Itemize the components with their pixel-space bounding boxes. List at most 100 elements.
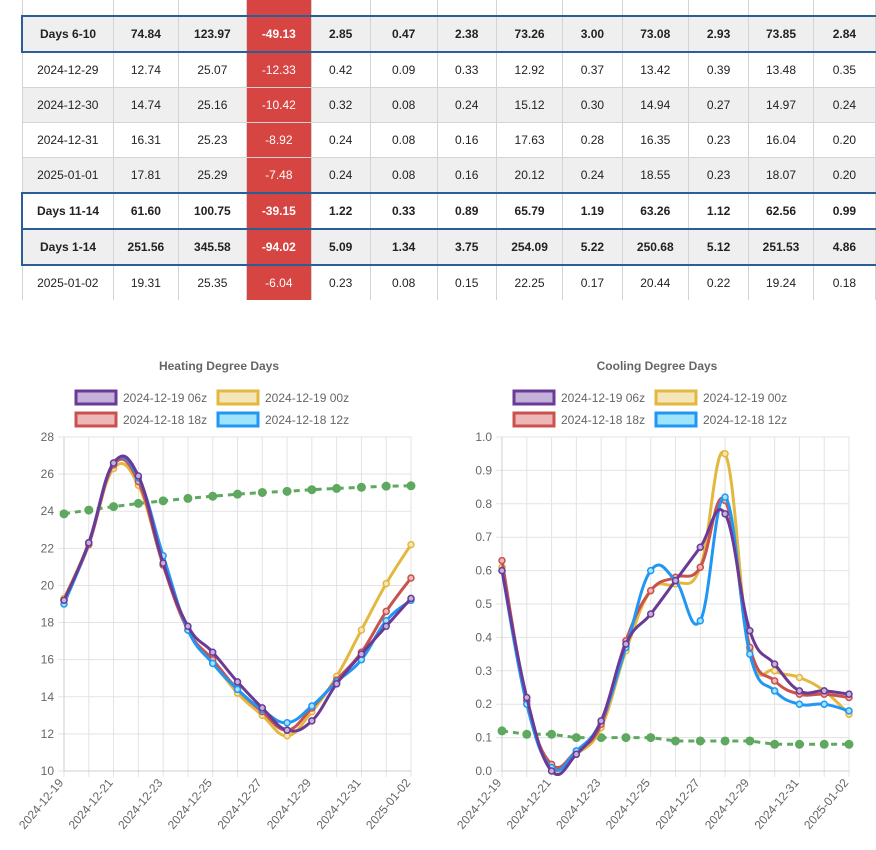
table-cell: 12.74 — [113, 51, 179, 88]
table-cell: 0.89 — [436, 192, 497, 230]
data-point — [233, 685, 242, 694]
table-cell: 0.16 — [436, 157, 497, 194]
data-point — [721, 449, 729, 458]
data-point — [498, 556, 506, 565]
table-cell: 0.30 — [562, 87, 623, 123]
table-cell: 14.97 — [748, 87, 814, 123]
data-point — [547, 767, 556, 775]
series-line — [501, 729, 849, 746]
legend-swatch — [74, 411, 118, 428]
data-point — [621, 733, 631, 743]
table-cell: 20.44 — [621, 264, 690, 300]
table-cell: -10.42 — [246, 87, 312, 123]
data-point — [571, 733, 581, 743]
y-tick-label: 10 — [41, 764, 55, 778]
data-point — [795, 673, 804, 682]
chart-grid — [58, 436, 412, 777]
table-cell — [495, 0, 564, 17]
table-row: 2025-01-01 17.81 25.29 -7.48 0.24 0.08 0.16 20.… — [21, 157, 876, 194]
row-label-cell: 2025-01-02 — [21, 264, 115, 300]
table-cell: 0.23 — [688, 122, 750, 158]
table-row: 2024-12-29 12.74 25.07 -12.33 0.42 0.09 0.33 12… — [21, 51, 876, 88]
table-cell: 62.56 — [748, 192, 814, 230]
data-point — [819, 739, 829, 749]
table-cell: 0.20 — [812, 157, 876, 194]
table-cell: -39.15 — [246, 192, 312, 230]
chart-grid — [496, 436, 850, 777]
heating-degree-days-chart: Heating Degree Days 2024-12-19 06z 2024-12… — [0, 350, 430, 850]
table-cell: 0.24 — [562, 157, 623, 194]
table-cell: 13.48 — [748, 51, 814, 88]
table-cell: 22.25 — [495, 264, 564, 300]
data-point — [258, 704, 267, 712]
table-cell: 0.22 — [688, 264, 750, 300]
y-tick-label: 28 — [41, 430, 55, 444]
table-cell: 15.12 — [495, 87, 564, 123]
data-point — [357, 626, 366, 634]
data-point — [407, 594, 415, 603]
data-point — [696, 616, 705, 625]
legend-label: 2024-12-19 06z — [123, 391, 207, 405]
table-cell: 1.22 — [310, 192, 371, 230]
table-cell: -7.48 — [246, 157, 312, 194]
x-tick-label: 2024-12-21 — [504, 776, 554, 832]
table-row: 2024-12-31 16.31 25.23 -8.92 0.24 0.08 0.16 17.… — [21, 122, 876, 158]
table-cell: 74.84 — [113, 15, 179, 53]
table-cell — [369, 0, 438, 17]
data-point — [357, 650, 366, 658]
legend-swatch — [654, 389, 698, 406]
y-tick-label: 22 — [41, 541, 55, 555]
table-row: 2024-12-30 14.74 25.16 -10.42 0.32 0.08 0.24 15… — [21, 87, 876, 123]
row-label-cell — [21, 0, 115, 17]
x-tick-label: 2024-12-21 — [66, 776, 116, 832]
table-cell: 0.39 — [688, 51, 750, 88]
legend-swatch — [74, 389, 118, 406]
chart-title: Heating Degree Days — [159, 359, 279, 373]
x-tick-label: 2024-12-25 — [165, 776, 215, 832]
table-cell: 250.68 — [621, 228, 690, 266]
data-point — [133, 498, 143, 508]
table-cell: 12.92 — [495, 51, 564, 88]
table-cell: 0.16 — [436, 122, 497, 158]
legend-label: 2024-12-19 00z — [265, 391, 349, 405]
table-cell: -12.33 — [246, 51, 312, 88]
table-cell: 0.23 — [688, 157, 750, 194]
data-point — [820, 687, 828, 695]
table-cell: 25.23 — [177, 122, 248, 158]
y-tick-label: 26 — [41, 467, 55, 481]
y-tick-label: 0.2 — [475, 697, 492, 711]
legend-label: 2024-12-18 18z — [123, 413, 207, 427]
data-point — [283, 719, 291, 727]
table-cell: 14.74 — [113, 87, 179, 123]
table-cell — [177, 0, 248, 17]
table-cell: 0.24 — [436, 87, 497, 123]
table-cell: 63.26 — [621, 192, 690, 230]
data-point — [308, 717, 316, 725]
table-cell: -49.13 — [246, 15, 312, 53]
table-cell — [310, 0, 371, 17]
table-cell: 345.58 — [177, 228, 248, 266]
data-point — [308, 702, 316, 710]
data-point — [795, 687, 804, 695]
data-point — [159, 559, 167, 567]
data-point — [671, 736, 680, 746]
y-tick-label: 0.5 — [475, 597, 492, 611]
data-point — [794, 739, 804, 749]
data-point — [721, 493, 729, 501]
data-point — [85, 539, 93, 547]
table-cell — [621, 0, 690, 17]
data-point — [60, 596, 68, 605]
data-point — [572, 750, 581, 759]
summary-row: Days 1-14 251.56 345.58 -94.02 5.09 1.34 3.75 2… — [21, 228, 876, 266]
legend-label: 2024-12-19 00z — [703, 391, 787, 405]
data-point — [382, 607, 390, 616]
table-cell: 2.93 — [688, 15, 750, 53]
series-0 — [60, 454, 415, 734]
table-cell: 25.35 — [177, 264, 248, 300]
y-tick-label: 24 — [41, 504, 55, 518]
row-label-cell: Days 1-14 — [21, 228, 115, 266]
legend-swatch — [216, 389, 260, 406]
y-tick-label: 0.3 — [475, 664, 492, 678]
data-point — [59, 509, 69, 519]
data-point — [770, 739, 780, 749]
